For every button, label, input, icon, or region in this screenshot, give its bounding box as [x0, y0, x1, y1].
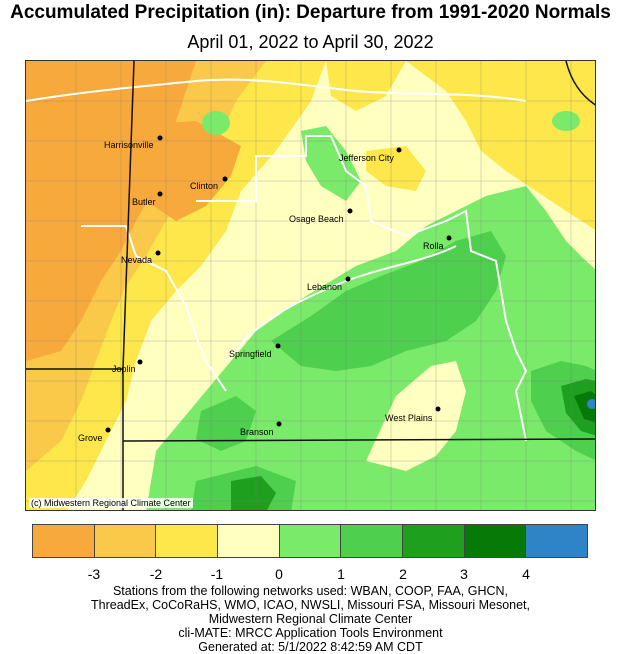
city-dot	[435, 406, 441, 412]
footer-line: Generated at: 5/1/2022 8:42:59 AM CDT	[198, 640, 423, 654]
city-label: Springfield	[229, 349, 272, 359]
city-label: Jefferson City	[339, 153, 394, 163]
legend-swatch	[279, 525, 342, 557]
legend-tick-label: -2	[149, 566, 163, 582]
legend-tick-label: 2	[399, 566, 407, 582]
precip-zone-plus1-northeast	[552, 111, 580, 131]
city-dot	[137, 359, 143, 365]
legend-swatch	[341, 525, 404, 557]
city-label: Lebanon	[307, 282, 342, 292]
legend-swatch	[526, 525, 588, 557]
city-dot	[157, 191, 163, 197]
footer-line: Midwestern Regional Climate Center	[208, 612, 413, 626]
city-dot	[105, 427, 111, 433]
legend-tick-label: 4	[522, 566, 530, 582]
county-grid	[26, 61, 595, 510]
city-label: Nevada	[121, 255, 152, 265]
precip-zone-minus1-jefferson	[366, 146, 426, 191]
map-svg: Harrisonville Clinton Butler Jefferson C…	[26, 61, 595, 510]
city-dot	[396, 147, 402, 153]
city-dot	[446, 235, 452, 241]
precip-zone-plus4	[574, 391, 595, 423]
footer-line: Stations from the following networks use…	[112, 584, 509, 598]
precip-zone-minus1-northeast	[406, 61, 595, 230]
city-label: Clinton	[190, 181, 218, 191]
legend-swatch	[94, 525, 157, 557]
precipitation-map: Harrisonville Clinton Butler Jefferson C…	[25, 60, 596, 511]
legend-tick-label: -3	[87, 566, 101, 582]
city-dot	[276, 421, 282, 427]
city-label: Harrisonville	[104, 140, 154, 150]
city-label: Butler	[132, 197, 156, 207]
city-dot	[157, 135, 163, 141]
city-dot	[347, 208, 353, 214]
city-label: Osage Beach	[289, 214, 344, 224]
footer-line: ThreadEx, CoCoRaHS, WMO, ICAO, NWSLI, Mi…	[91, 598, 530, 612]
city-dot	[275, 343, 281, 349]
city-dot	[222, 176, 228, 182]
precip-zone-plus5	[587, 399, 595, 409]
city-dot	[345, 276, 351, 282]
map-subtitle: April 01, 2022 to April 30, 2022	[187, 32, 434, 52]
city-label: West Plains	[385, 413, 433, 423]
precip-zone-plus1-northwest	[202, 111, 230, 135]
color-legend	[32, 524, 588, 558]
city-label: Joplin	[112, 364, 136, 374]
legend-tick-label: 1	[337, 566, 345, 582]
water-features	[26, 78, 528, 442]
map-title: Accumulated Precipitation (in): Departur…	[10, 2, 611, 23]
city-label: Branson	[240, 427, 274, 437]
city-label: Grove	[78, 433, 103, 443]
city-label: Rolla	[423, 241, 444, 251]
legend-ticks: -3 -2 -1 0 1 2 3 4	[0, 566, 621, 584]
legend-swatch	[156, 525, 219, 557]
city-dot	[155, 250, 161, 256]
legend-swatch	[464, 525, 527, 557]
legend-swatch	[403, 525, 465, 557]
legend-swatch	[218, 525, 280, 557]
precip-zone-plus3-bottom	[231, 476, 276, 510]
legend-swatch	[33, 525, 95, 557]
state-boundaries	[26, 61, 595, 510]
legend-tick-label: 0	[275, 566, 283, 582]
city-markers: Harrisonville Clinton Butler Jefferson C…	[78, 135, 452, 443]
copyright-notice: (c) Midwestern Regional Climate Center	[29, 498, 193, 508]
legend-tick-label: -1	[210, 566, 224, 582]
legend-tick-label: 3	[460, 566, 468, 582]
footer-line: cli-MATE: MRCC Application Tools Environ…	[178, 626, 443, 640]
